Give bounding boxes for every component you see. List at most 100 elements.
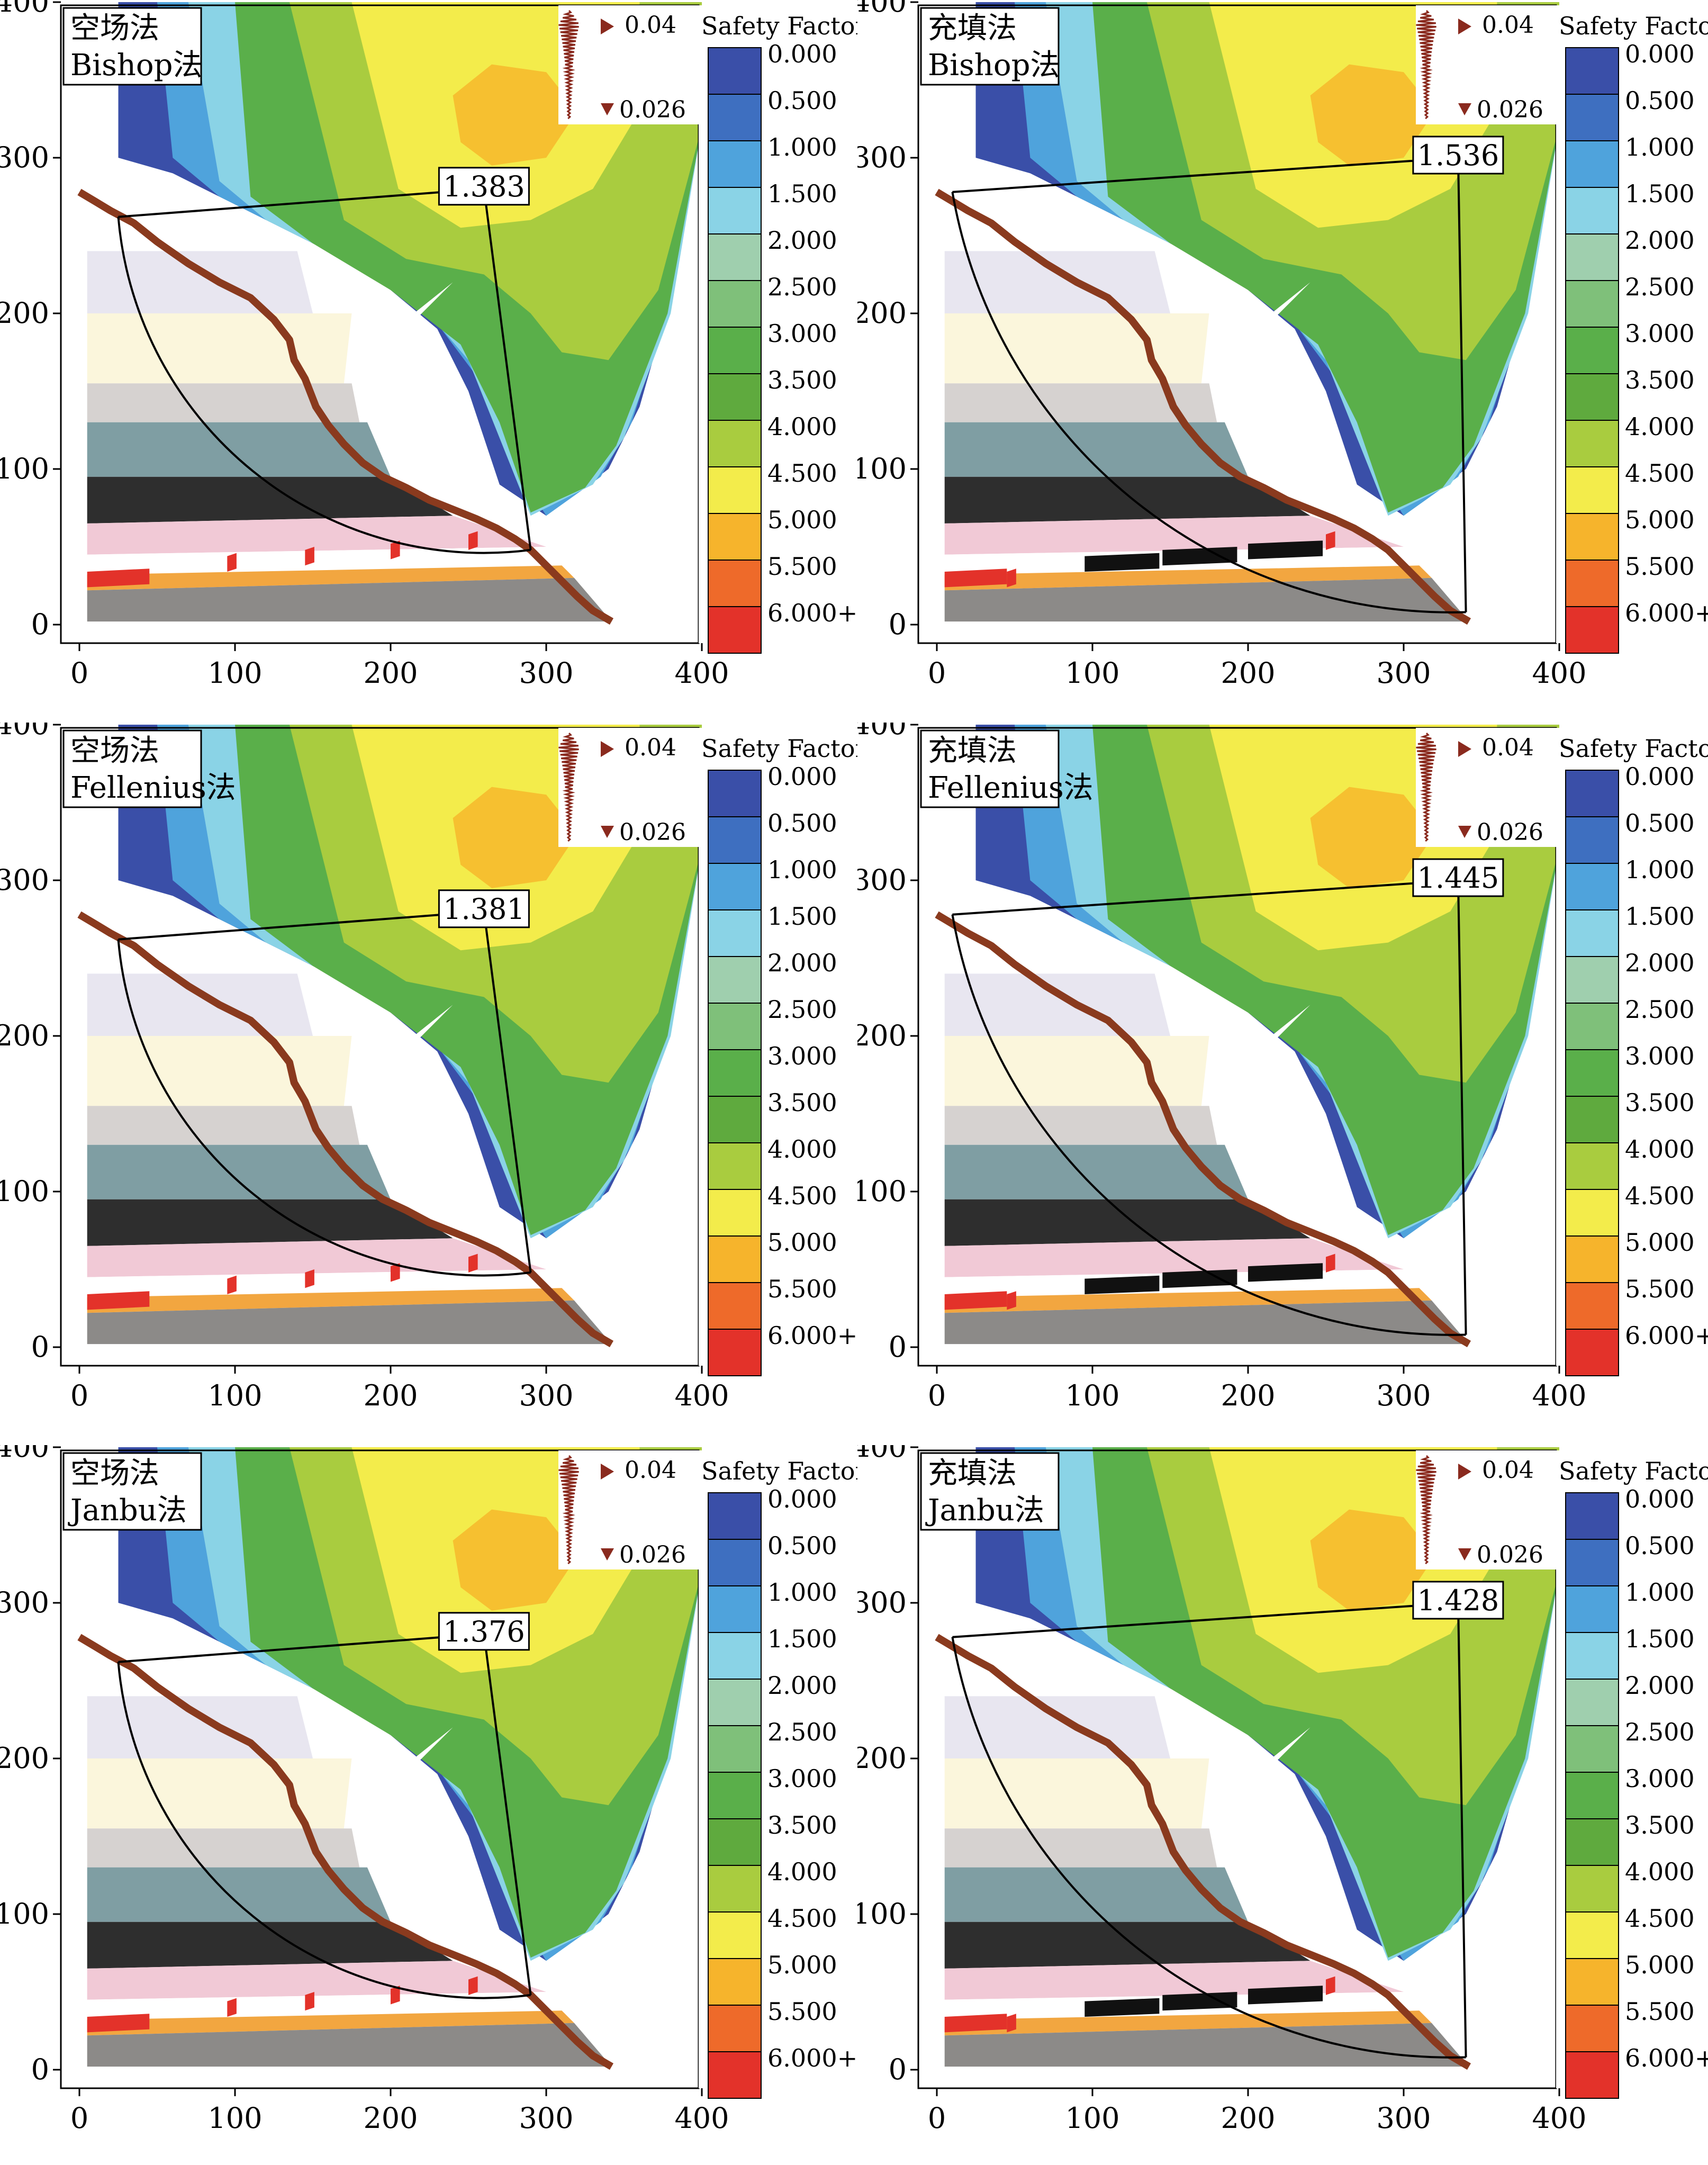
legend-swatch: [1565, 420, 1619, 467]
legend-swatch: [1565, 2005, 1619, 2052]
fos-box: [438, 889, 530, 928]
legend-label: 6.000+: [1625, 2044, 1708, 2072]
slip-circle: [117, 1662, 531, 1999]
goaf-block: [1162, 1992, 1237, 2011]
legend-label: 5.000: [1625, 1951, 1695, 1979]
stratum-layer: [944, 1828, 1217, 1868]
legend-label: 4.500: [1625, 459, 1695, 488]
rock-strata: [944, 973, 1469, 1345]
legend-label: 3.000: [767, 1764, 837, 1793]
stratum-layer: [87, 1269, 562, 1297]
legend-label: 1.500: [767, 902, 837, 931]
legend-swatch: [708, 816, 762, 864]
y-tick-label: 200: [0, 1742, 49, 1775]
legend-swatch: [1565, 233, 1619, 281]
stratum-layer: [944, 2010, 1432, 2036]
legend-label: 0.000: [767, 40, 837, 68]
goaf-block: [1326, 531, 1335, 550]
stratum-layer: [87, 1828, 360, 1868]
peak-top-value: 0.04: [1482, 1457, 1534, 1484]
x-tick-label: 300: [519, 1379, 573, 1412]
legend-label: 3.000: [1625, 1764, 1695, 1793]
legend-label: 4.000: [767, 1135, 837, 1163]
legend-label: 0.500: [767, 809, 837, 837]
peak-marker-down: [601, 1548, 614, 1560]
diagram-panel: 1.381 空场法 Fellenius法 0.04 0.026 Safety Factor…: [0, 723, 857, 1442]
legend-swatch: [708, 420, 762, 467]
x-tick-label: 100: [1065, 1379, 1119, 1412]
y-tick-label: 100: [0, 452, 49, 485]
legend-label: 4.000: [1625, 1135, 1695, 1163]
diagram-panel: 1.445 充填法 Fellenius法 0.04 0.026 Safety Factor…: [857, 723, 1708, 1442]
method-line2: Janbu法: [68, 1493, 187, 1528]
stratum-layer: [87, 313, 352, 384]
safety-factor-label: 1.376: [438, 1612, 530, 1651]
peak-marker-right: [601, 741, 614, 757]
seismic-inset: 0.04 0.026: [558, 728, 699, 847]
goaf-block: [1326, 1253, 1335, 1273]
legend-swatch: [708, 94, 762, 141]
stratum-layer: [944, 565, 1432, 591]
legend-title: Safety Factor: [1559, 12, 1708, 40]
peak-bottom-value: 0.026: [619, 819, 686, 846]
peak-marker-right: [1458, 19, 1471, 34]
x-tick-label: 0: [928, 1379, 946, 1412]
legend-title: Safety Factor: [1559, 734, 1708, 763]
slope-surface: [935, 911, 1471, 1348]
stratum-layer: [944, 1300, 1469, 1345]
goaf-block: [87, 2014, 150, 2033]
legend-swatch: [1565, 770, 1619, 817]
legend-swatch: [708, 1679, 762, 1726]
legend-label: 2.000: [1625, 949, 1695, 977]
legend-label: 3.000: [767, 1042, 837, 1070]
stratum-layer: [87, 1300, 612, 1345]
legend-swatch: [1565, 1958, 1619, 2006]
x-tick-label: 200: [363, 656, 418, 690]
method-line2: Bishop法: [70, 48, 202, 83]
y-tick-label: 400: [857, 0, 907, 19]
legend-title: Safety Factor: [701, 734, 857, 763]
legend-swatch: [1565, 1865, 1619, 1913]
y-tick-label: 100: [0, 1175, 49, 1208]
method-box: [62, 1452, 202, 1531]
fos-box: [1412, 136, 1504, 175]
legend-swatch: [708, 466, 762, 514]
y-tick-label: 400: [0, 1445, 49, 1464]
legend-label: 3.500: [1625, 1088, 1695, 1117]
stratum-layer: [87, 2010, 574, 2036]
y-tick-label: 300: [857, 1586, 907, 1619]
seismic-wave: [1416, 732, 1436, 842]
x-tick-label: 100: [1065, 2101, 1119, 2135]
legend-label: 4.500: [767, 1904, 837, 1933]
goaf-block: [1007, 569, 1016, 588]
legend-label: 0.500: [767, 86, 837, 115]
stratum-layer: [944, 422, 1248, 477]
peak-bottom-value: 0.026: [619, 1541, 686, 1568]
y-tick-label: 300: [0, 863, 49, 897]
peak-marker-right: [1458, 741, 1471, 757]
goaf-block: [1326, 1976, 1335, 1995]
legend-label: 4.500: [1625, 1181, 1695, 1210]
legend-label: 3.000: [1625, 319, 1695, 348]
inset-bg: [558, 728, 699, 847]
legend-label: 2.000: [767, 949, 837, 977]
legend-swatch: [1565, 1235, 1619, 1283]
legend-swatch: [708, 1235, 762, 1283]
x-tick-label: 300: [1376, 2101, 1431, 2135]
legend-swatch: [1565, 1282, 1619, 1330]
legend-label: 2.000: [1625, 226, 1695, 255]
stratum-layer: [87, 1758, 352, 1829]
legend-swatch: [1565, 1492, 1619, 1540]
goaf-block: [227, 1998, 237, 2017]
stratum-layer: [944, 1199, 1311, 1246]
method-box: [920, 1452, 1060, 1531]
method-line1: 充填法: [928, 1456, 1017, 1491]
legend-label: 5.500: [1625, 1275, 1695, 1303]
y-tick-label: 0: [889, 2053, 907, 2086]
y-tick-label: 400: [857, 723, 907, 741]
stratum-layer: [944, 1922, 1311, 1969]
contour-band: [1310, 787, 1435, 888]
